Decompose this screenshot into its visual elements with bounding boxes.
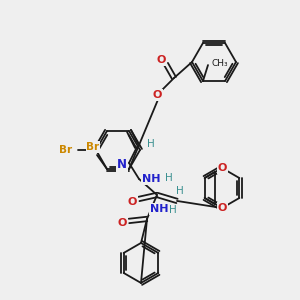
Text: O: O: [156, 55, 166, 65]
Text: N: N: [117, 158, 127, 171]
Text: H: H: [147, 139, 155, 149]
Text: NH: NH: [150, 204, 168, 214]
Text: O: O: [117, 218, 127, 228]
Text: CH₃: CH₃: [212, 58, 229, 68]
Text: O: O: [218, 203, 227, 213]
Text: O: O: [218, 163, 227, 173]
Text: H: H: [165, 173, 173, 183]
Text: O: O: [152, 90, 162, 100]
Text: Br: Br: [59, 145, 73, 155]
Text: H: H: [176, 186, 184, 196]
Text: O: O: [127, 197, 137, 207]
Text: H: H: [169, 205, 177, 215]
Text: NH: NH: [142, 174, 160, 184]
Text: Br: Br: [86, 142, 100, 152]
